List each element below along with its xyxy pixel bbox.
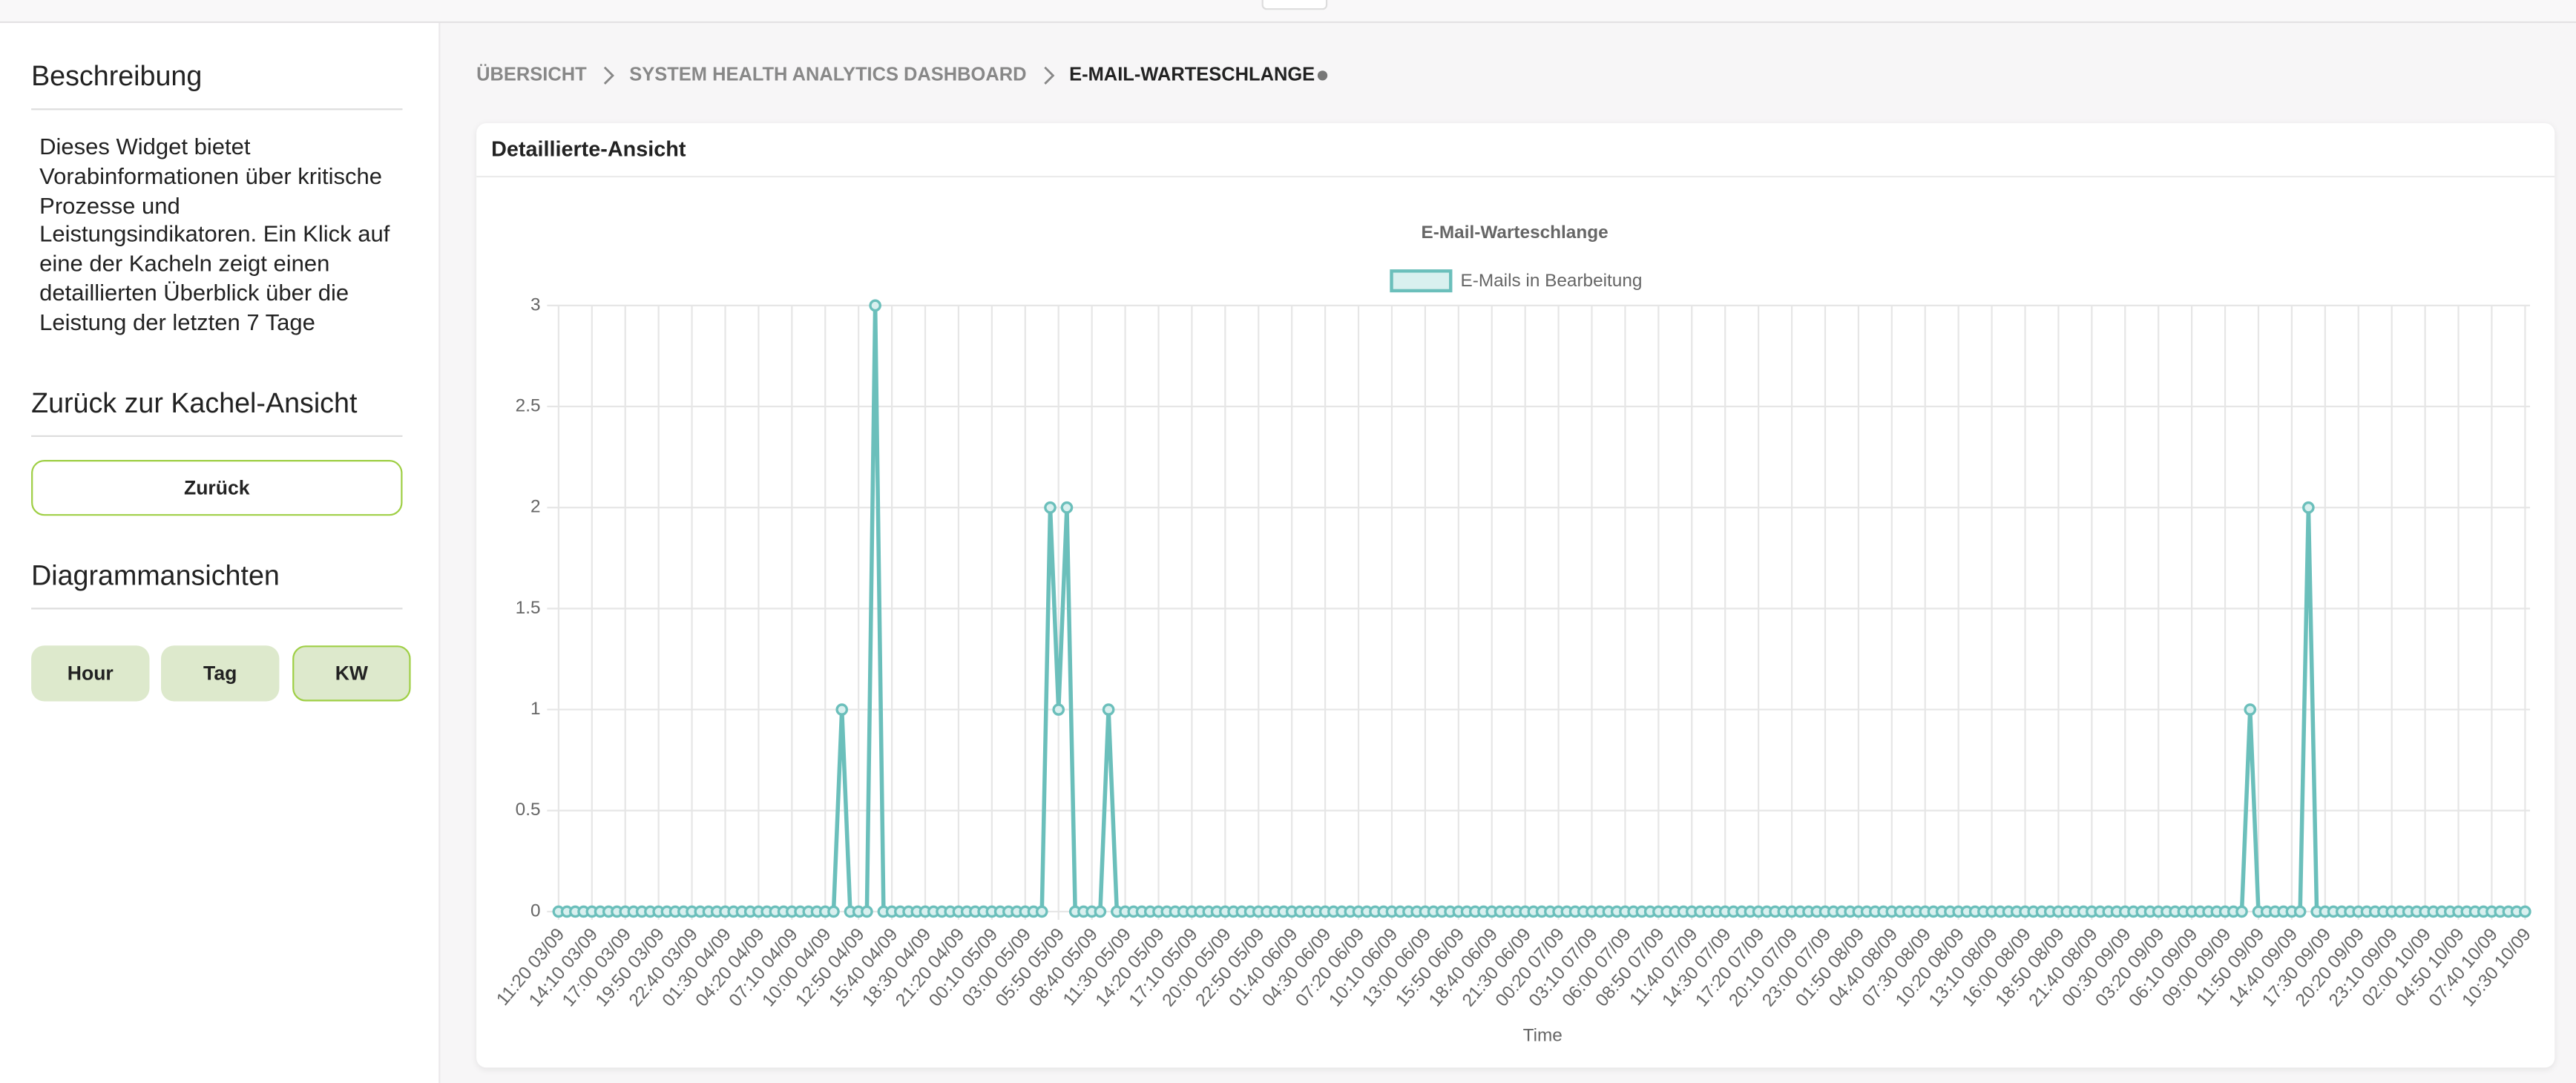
description: Dieses Widget bietet Vorabinformationen … — [39, 133, 390, 335]
chevron — [604, 66, 615, 85]
section-title: Zurück zur Kachel-Ansicht — [31, 388, 403, 438]
data-point — [1035, 905, 1048, 918]
data-point — [2302, 501, 2315, 514]
view-button[interactable]: Tag — [161, 645, 280, 702]
breadcrumb: ÜBERSICHT SYSTEM HEALTH ANALYTICS DASHBO… — [476, 65, 1328, 86]
breadcrumb-link[interactable]: ÜBERSICHT — [476, 65, 587, 86]
data-point — [1060, 501, 1074, 514]
view-button[interactable]: Hour — [31, 645, 150, 702]
breadcrumb-link[interactable]: SYSTEM HEALTH ANALYTICS DASHBOARD — [629, 65, 1027, 86]
tab-handle[interactable] — [1261, 0, 1328, 10]
data-point — [2235, 905, 2248, 918]
data-point — [861, 905, 873, 918]
panel-title: Detaillierte-Ansicht — [476, 123, 2555, 178]
breadcrumb-current: E-MAIL-WARTESCHLANGE — [1069, 65, 1315, 86]
data-point — [827, 905, 840, 918]
section-title: Diagrammansichten — [31, 560, 403, 610]
legend-label: E-Mails in Bearbeitung — [1461, 271, 1643, 291]
status-dot — [1318, 70, 1328, 81]
data-point — [835, 703, 849, 716]
y-tick-label: 0 — [530, 901, 541, 921]
data-point — [1094, 905, 1107, 918]
y-tick-label: 3 — [530, 294, 541, 315]
top-bar — [0, 0, 2576, 24]
x-axis-title: Time — [1523, 1026, 1563, 1046]
data-point — [1102, 703, 1115, 716]
data-point — [1052, 703, 1065, 716]
data-point — [2244, 703, 2257, 716]
y-tick-label: 1 — [530, 699, 541, 719]
y-tick-label: 2 — [530, 497, 541, 517]
section-title: Beschreibung — [31, 61, 403, 111]
back-button[interactable]: Zurück — [31, 460, 403, 516]
chart-title: E-Mail-Warteschlange — [1422, 223, 1609, 243]
view-button[interactable]: KW — [292, 645, 411, 702]
y-tick-label: 2.5 — [516, 395, 541, 415]
sidebar: Beschreibung Dieses Widget bietet Vorabi… — [0, 23, 441, 1083]
data-point — [1044, 501, 1057, 514]
data-point — [2519, 905, 2531, 918]
data-point — [869, 299, 881, 312]
y-tick-label: 1.5 — [516, 598, 541, 618]
chevron — [1043, 66, 1055, 85]
legend-swatch — [1390, 269, 1453, 293]
y-tick-label: 0.5 — [516, 800, 541, 820]
data-point — [2293, 905, 2307, 918]
